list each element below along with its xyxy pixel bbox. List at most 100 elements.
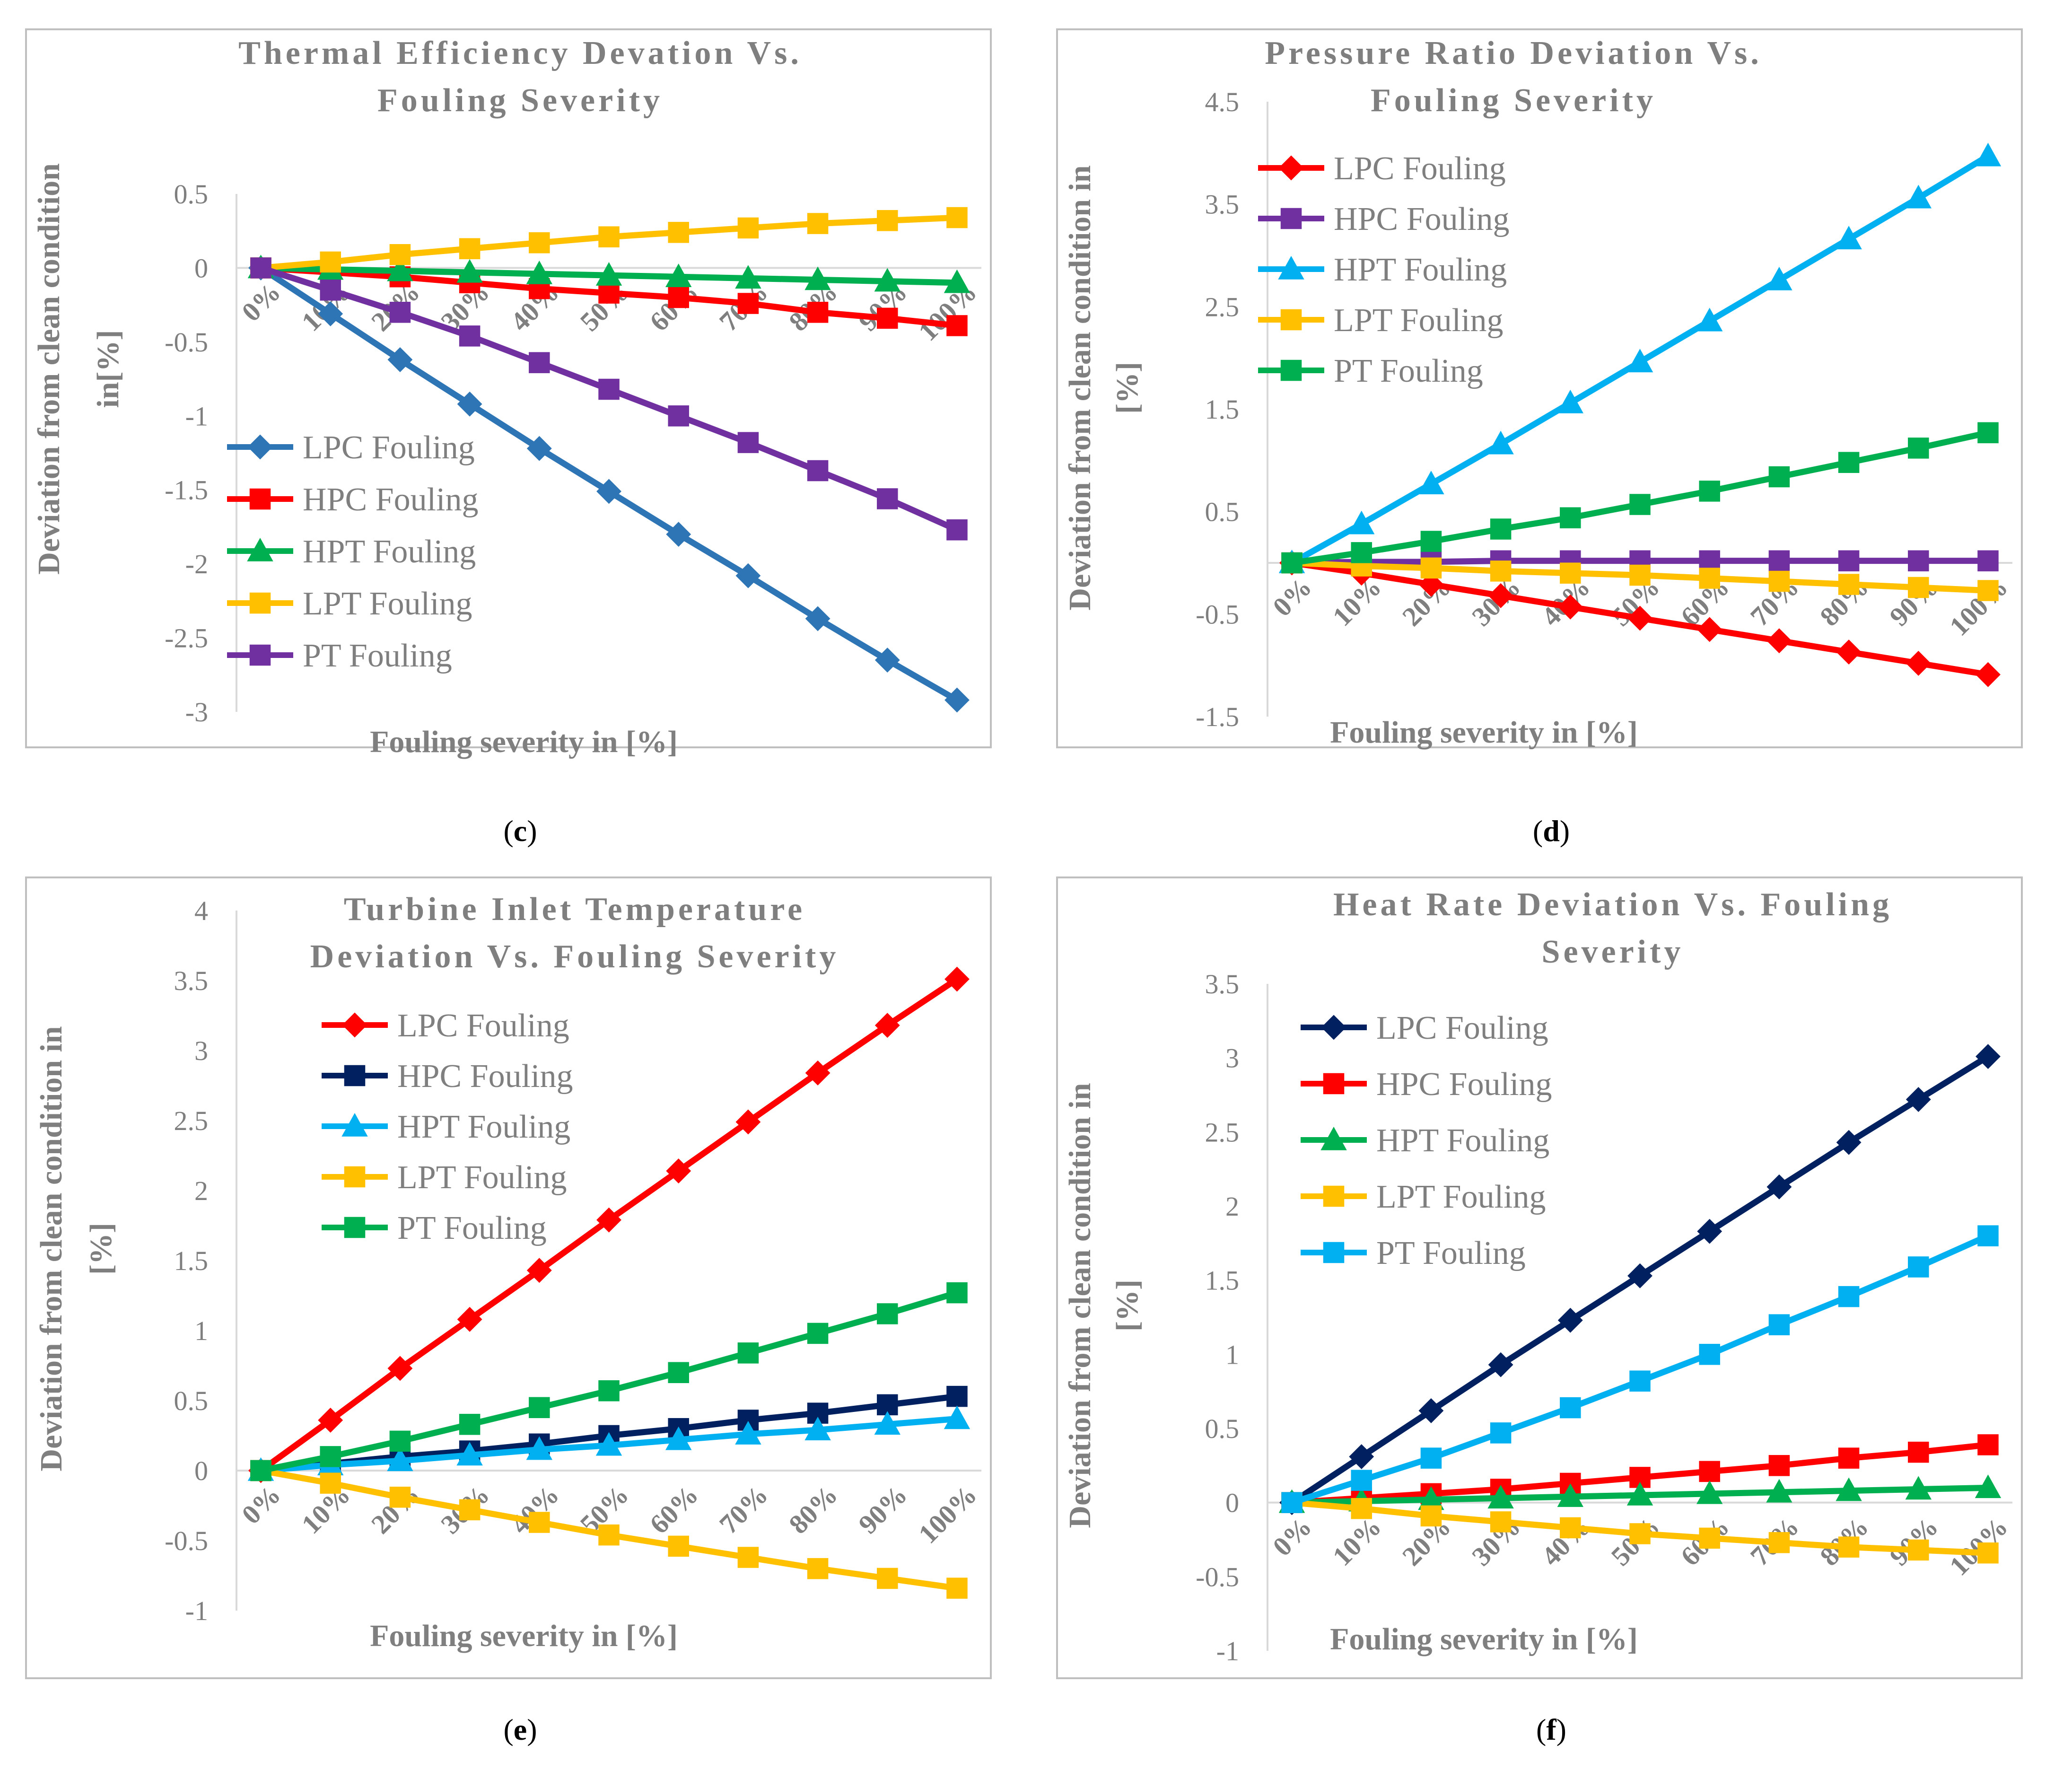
legend-entry: LPT Fouling [322, 1159, 567, 1196]
data-point [1905, 184, 1932, 209]
legend-entry: HPT Fouling [322, 1109, 570, 1145]
data-point [1626, 1481, 1653, 1506]
y-tick-label: -3 [185, 697, 208, 727]
data-point [1766, 1479, 1792, 1503]
data-point [877, 1303, 898, 1324]
data-point [457, 391, 482, 417]
y-tick-label: 3 [194, 1035, 208, 1066]
legend-marker [1278, 155, 1304, 181]
data-point [1699, 1527, 1720, 1549]
data-point [250, 1460, 271, 1481]
chart-c: 0.50-0.5-1-1.5-2-2.5-30%10%20%30%40%50%6… [25, 28, 992, 759]
data-point [1976, 662, 2001, 687]
y-tick-label: 2.5 [1205, 1117, 1240, 1148]
legend-label: HPT Fouling [1376, 1122, 1549, 1159]
data-point [1351, 1498, 1372, 1519]
legend-marker [247, 434, 273, 460]
data-point [456, 259, 483, 283]
data-point [1977, 1434, 1999, 1455]
data-point [1838, 550, 1860, 571]
series-pt-fouling [250, 257, 968, 541]
y-tick-label: -2.5 [165, 623, 208, 654]
y-tick-label: -2 [185, 549, 208, 579]
chart-title: Thermal Efficiency Devation Vs. [238, 35, 802, 71]
legend-entry: HPC Fouling [322, 1058, 573, 1095]
y-axis-title: in[%] [91, 330, 125, 408]
data-point [1977, 422, 1999, 444]
x-axis-title: Fouling severity in [%] [1330, 1622, 1638, 1656]
data-point [1699, 1344, 1720, 1365]
data-point [874, 1013, 900, 1038]
x-axis-title: Fouling severity in [%] [370, 1619, 678, 1653]
data-point [668, 287, 689, 308]
data-point [1908, 550, 1929, 571]
legend-entry: HPC Fouling [1258, 201, 1510, 237]
data-point [1836, 226, 1862, 250]
data-point [320, 1446, 341, 1467]
data-point [1838, 1286, 1860, 1307]
data-point [735, 1420, 761, 1445]
legend-label: LPT Fouling [397, 1159, 567, 1196]
legend-marker [1321, 1015, 1346, 1040]
data-point [1699, 568, 1720, 589]
data-point [946, 1385, 968, 1407]
data-point [1699, 550, 1720, 571]
series-hpt-fouling [1278, 1474, 2002, 1513]
data-point [944, 269, 970, 293]
data-point [1349, 1444, 1374, 1469]
data-point [459, 325, 481, 347]
data-point [874, 1411, 900, 1435]
y-tick-label: 3 [1225, 1043, 1239, 1074]
data-point [1838, 574, 1860, 595]
data-point [1905, 1476, 1932, 1500]
data-point [459, 1414, 481, 1435]
data-point [946, 315, 968, 336]
legend-entry: PT Fouling [1301, 1235, 1526, 1271]
y-tick-label: 0.5 [174, 1385, 209, 1416]
legend-marker [249, 488, 271, 510]
y-tick-label: 2.5 [174, 1105, 209, 1136]
y-tick-label: -1 [1216, 1636, 1239, 1666]
data-point [735, 1109, 761, 1135]
panel-label-d: (d) [1532, 814, 1570, 848]
y-tick-label: 4 [194, 895, 208, 926]
y-tick-label: -1 [185, 1595, 208, 1626]
y-tick-label: 3.5 [1205, 969, 1240, 999]
data-point [1560, 1397, 1581, 1419]
data-point [1626, 349, 1653, 373]
data-point [526, 1436, 553, 1460]
data-point [598, 226, 620, 247]
data-point [1487, 430, 1514, 455]
y-axis-title: [%] [84, 1223, 118, 1275]
y-tick-label: 3.5 [1205, 189, 1240, 220]
y-axis-title: Deviation from clean condition in [34, 1026, 69, 1471]
y-tick-label: -1 [185, 401, 208, 431]
data-point [1908, 1441, 1929, 1463]
data-point [1557, 389, 1584, 413]
data-point [1629, 494, 1651, 515]
data-point [1629, 1370, 1651, 1392]
y-axis-title: [%] [1110, 1279, 1145, 1332]
chart-title: Turbine Inlet Temperature [344, 891, 805, 928]
y-tick-label: -1.5 [165, 475, 208, 506]
data-point [1488, 583, 1513, 608]
chart-f: 3.532.521.510.50-0.5-10%10%20%30%40%50%6… [1056, 876, 2023, 1679]
data-point [1560, 562, 1581, 584]
data-point [1766, 1174, 1792, 1200]
data-point [1908, 1256, 1929, 1278]
chart-frame [25, 876, 992, 1679]
legend-label: HPC Fouling [397, 1058, 573, 1095]
legend-entry: HPT Fouling [1301, 1122, 1549, 1159]
y-tick-label: 0.5 [1205, 1413, 1240, 1444]
y-tick-label: -0.5 [1196, 1561, 1239, 1592]
data-point [320, 280, 341, 301]
data-point [1420, 1447, 1442, 1469]
legend-label: LPT Fouling [1334, 302, 1504, 339]
data-point [387, 347, 413, 372]
y-tick-label: 1.5 [174, 1245, 209, 1276]
data-point [459, 238, 481, 260]
data-point [1768, 570, 1790, 592]
y-tick-label: 1 [1225, 1339, 1239, 1370]
legend-label: LPC Fouling [1376, 1010, 1548, 1046]
